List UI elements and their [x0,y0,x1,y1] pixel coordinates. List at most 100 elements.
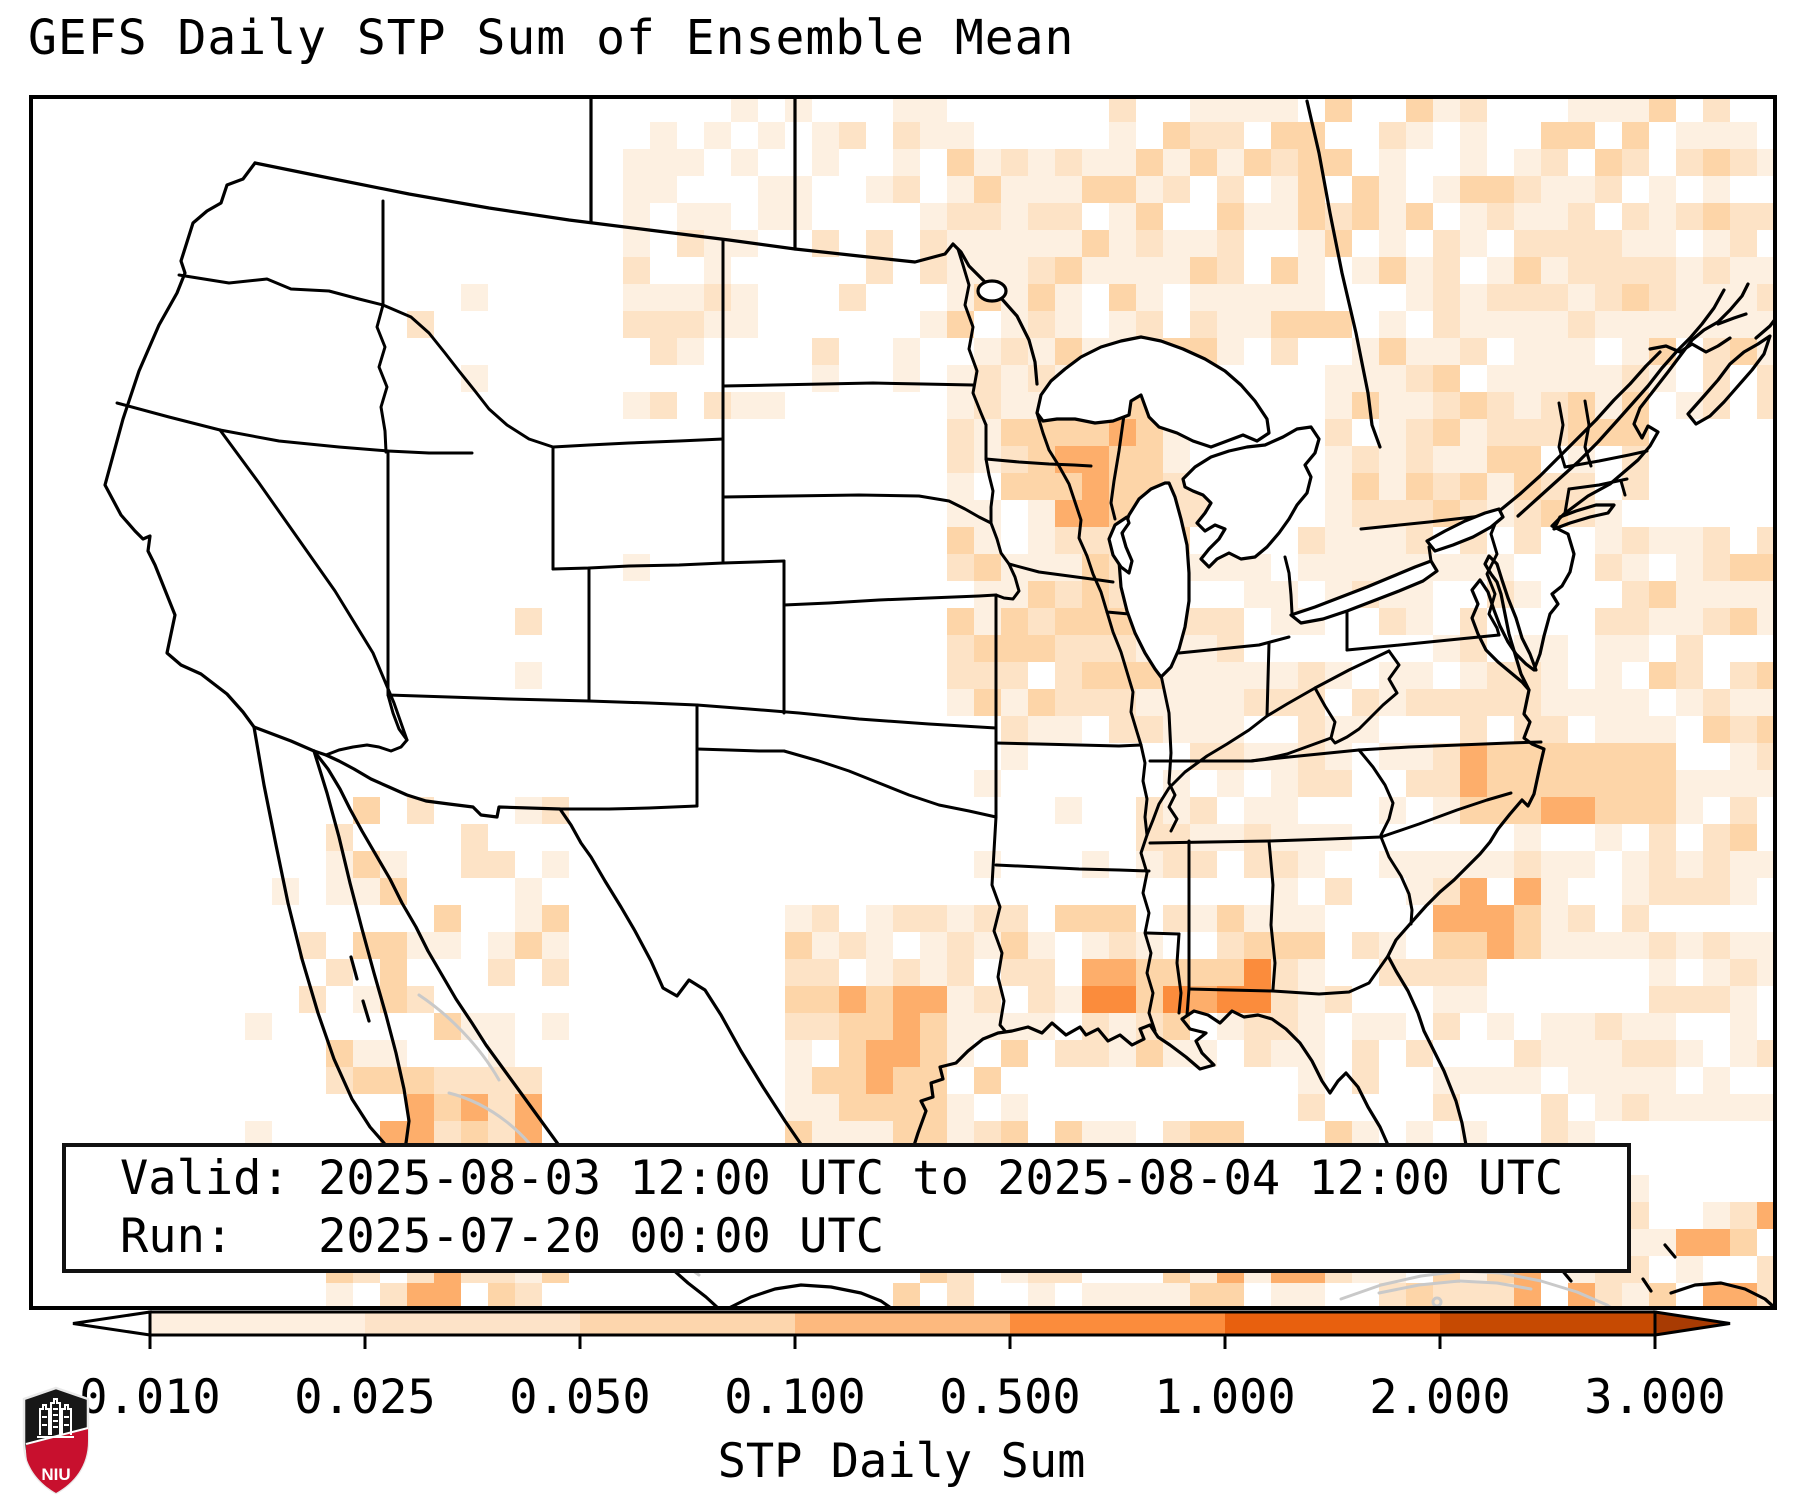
stp-cell [1757,770,1775,797]
stp-cell [1703,554,1730,581]
stp-cell [1595,689,1622,716]
stp-cell [407,1067,434,1094]
stp-cell [380,932,407,959]
stp-cell [1082,149,1109,176]
stp-cell [1217,608,1244,635]
stp-cell [1514,284,1541,311]
stp-cell [1676,1229,1703,1256]
stp-cell [893,338,920,365]
stp-cell [1406,473,1433,500]
stp-cell [1514,365,1541,392]
stp-cell [1082,1283,1109,1308]
stp-cell [1271,824,1298,851]
stp-cell [1109,149,1136,176]
colorbar-tick-label: 0.500 [939,1370,1080,1425]
stp-cell [1244,851,1271,878]
stp-cell [785,959,812,986]
stp-cell [1190,689,1217,716]
stp-cell [1406,608,1433,635]
stp-cell [1406,419,1433,446]
stp-cell [1595,284,1622,311]
stp-cell [947,446,974,473]
stp-cell [947,149,974,176]
stp-cell [1595,527,1622,554]
stp-cell [1136,689,1163,716]
stp-cell [1622,1094,1649,1121]
stp-cell [1244,905,1271,932]
stp-cell [1028,284,1055,311]
stp-cell [1163,851,1190,878]
stp-cell [1568,203,1595,230]
stp-cell [1109,446,1136,473]
stp-cell [1649,959,1676,986]
stp-cell [1109,257,1136,284]
stp-cell [1676,149,1703,176]
us-canada-border [253,161,1039,386]
stp-cell [1379,392,1406,419]
stp-cell [974,1067,1001,1094]
stp-cell [1406,338,1433,365]
stp-cell [1730,743,1757,770]
stp-cell [1379,176,1406,203]
stp-cell [947,635,974,662]
stp-cell [1649,824,1676,851]
stp-cell [1352,257,1379,284]
stp-cell [1757,932,1775,959]
stp-cell [1460,932,1487,959]
stp-cell [515,905,542,932]
stp-cell [1082,932,1109,959]
stp-cell [1001,932,1028,959]
stp-cell [1433,932,1460,959]
stp-cell [1649,257,1676,284]
stp-cell [677,338,704,365]
stp-cell [1568,1040,1595,1067]
stp-cell [1433,851,1460,878]
stp-cell [893,1283,920,1308]
stp-cell [1676,689,1703,716]
stp-cell [1595,1283,1622,1308]
stp-cell [1082,473,1109,500]
stp-cell [1136,230,1163,257]
stp-cell [1541,905,1568,932]
stp-cell [1703,1202,1730,1229]
stp-cell [1568,338,1595,365]
stp-cell [1568,689,1595,716]
stp-cell [1271,770,1298,797]
stp-cell [839,122,866,149]
stp-cell [515,1283,542,1308]
colorbar-segment [580,1312,795,1335]
stp-cell [1352,176,1379,203]
stp-cell [1460,1283,1487,1308]
stp-cell [1001,230,1028,257]
stp-cell [1487,905,1514,932]
stp-cell [1703,122,1730,149]
stp-cell [866,1013,893,1040]
stp-cell [893,97,920,122]
stp-cell [731,311,758,338]
stp-cell [1541,392,1568,419]
stp-cell [1001,392,1028,419]
colorbar: 0.010 0.025 0.050 0.100 0.500 1.000 2.000 3.000 [72,1310,1731,1425]
stp-cell [1406,392,1433,419]
stp-cell [947,500,974,527]
stp-cell [1163,446,1190,473]
stp-cell [1271,905,1298,932]
stp-cell [623,284,650,311]
stp-cell [866,932,893,959]
stp-cell [1460,878,1487,905]
stp-cell [893,1040,920,1067]
stp-cell [1622,1283,1649,1308]
stp-cell [1217,662,1244,689]
stp-cell [1190,230,1217,257]
stp-cell [1703,392,1730,419]
stp-cell [650,338,677,365]
stp-cell [1730,716,1757,743]
stp-cell [1460,203,1487,230]
stp-cell [1082,986,1109,1013]
stp-cell [1055,257,1082,284]
stp-cell [1460,97,1487,122]
stp-cell [1406,203,1433,230]
stp-cell [488,932,515,959]
stp-cell [407,986,434,1013]
stp-cell [1730,689,1757,716]
